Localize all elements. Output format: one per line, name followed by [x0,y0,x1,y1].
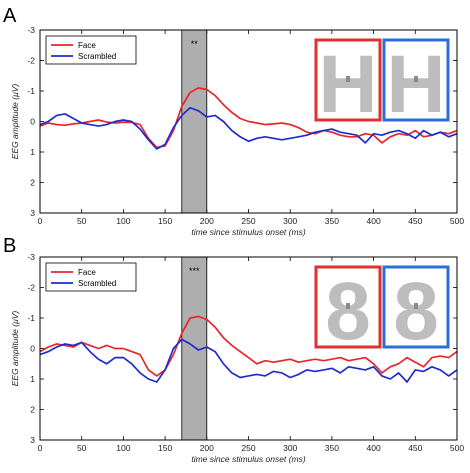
x-tick-label: 250 [241,216,255,226]
chart-panel-a: A ** H H Face Scrambled 0 50 100 150 200 250 300 350 4… [3,5,464,237]
y-tick-label: -1 [27,86,35,96]
x-tick-label: 100 [116,443,130,453]
significance-window [181,29,208,214]
x-tick-label: 150 [158,216,172,226]
panel-label: A [3,5,17,27]
x-tick-label: 500 [450,216,464,226]
y-axis-label: EEG amplitude (μV) [10,311,20,387]
stimulus-glyph: 8 [393,266,439,357]
series-line-scrambled [39,338,458,383]
y-tick-label: -3 [27,25,35,35]
scrambled-stimulus-box: 8 [382,265,450,357]
x-tick-label: 100 [116,216,130,226]
y-tick-label: -2 [27,56,35,66]
legend: Face Scrambled [45,262,137,292]
series-line-face [39,87,458,149]
series-line-face [39,315,458,377]
y-tick-label: 1 [30,374,35,384]
x-tick-label: 350 [325,216,339,226]
x-tick-label: 400 [367,216,381,226]
legend: Face Scrambled [45,35,137,65]
x-tick-label: 350 [325,443,339,453]
y-tick-label: 3 [30,208,35,218]
significance-label: *** [189,266,200,276]
x-tick-label: 500 [450,443,464,453]
face-stimulus-box: 8 [314,265,382,357]
x-axis-label: time since stimulus onset (ms) [191,454,305,464]
y-axis-label: EEG amplitude (μV) [10,84,20,160]
y-tick-label: 2 [30,178,35,188]
x-tick-label: 200 [200,443,214,453]
x-tick-label: 450 [408,216,422,226]
x-tick-label: 300 [283,443,297,453]
y-tick-label: 1 [30,147,35,157]
y-tick-label: -3 [27,252,35,262]
legend-label: Face [78,268,96,277]
x-tick-label: 300 [283,216,297,226]
x-tick-label: 400 [367,443,381,453]
x-tick-label: 0 [38,216,43,226]
legend-label: Scrambled [78,52,116,61]
x-tick-label: 0 [38,443,43,453]
x-tick-label: 450 [408,443,422,453]
panel-label: B [3,235,16,257]
scrambled-stimulus-box: H [382,38,450,130]
face-stimulus-box: H [314,38,382,130]
stimulus-glyph: 8 [325,266,371,357]
x-tick-label: 200 [200,216,214,226]
legend-label: Scrambled [78,279,116,288]
stimulus-glyph: H [318,39,377,130]
significance-label: ** [191,39,199,49]
y-tick-label: 2 [30,405,35,415]
x-tick-label: 50 [77,216,87,226]
y-tick-label: 0 [30,117,35,127]
y-tick-label: -2 [27,283,35,293]
y-tick-label: 0 [30,344,35,354]
x-tick-label: 50 [77,443,87,453]
x-axis-label: time since stimulus onset (ms) [191,227,305,237]
x-tick-label: 250 [241,443,255,453]
series-line-scrambled [39,106,458,150]
stimulus-glyph: H [386,39,445,130]
y-tick-label: -1 [27,313,35,323]
legend-label: Face [78,41,96,50]
y-tick-label: 3 [30,435,35,445]
x-tick-label: 150 [158,443,172,453]
